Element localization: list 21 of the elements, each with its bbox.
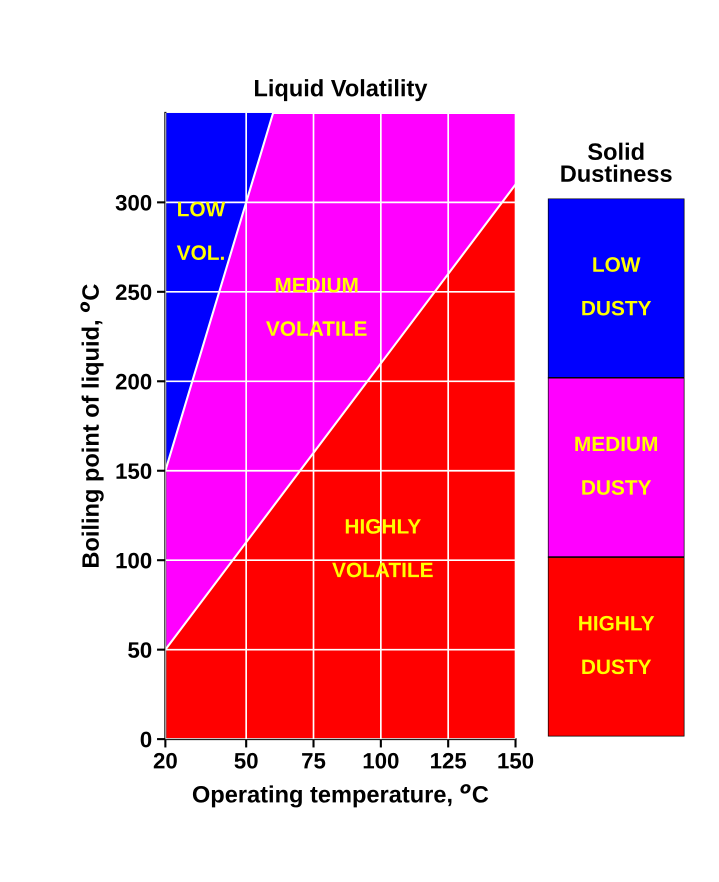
text: Solid Dustiness bbox=[561, 142, 672, 182]
x-tick-label: 50 bbox=[234, 752, 258, 769]
y-axis-title: Boiling point of liquid, $^{o}$C bbox=[80, 284, 104, 568]
y-tick-label: 200 bbox=[116, 374, 152, 390]
category-label: LOW DUSTY bbox=[582, 257, 652, 316]
x-tick-label: 125 bbox=[431, 752, 466, 769]
x-tick-label: 75 bbox=[302, 753, 326, 769]
chart-title: Liquid Volatility bbox=[255, 79, 428, 102]
text: LOW VOL. bbox=[176, 202, 226, 260]
category-label: HIGHLY DUSTY bbox=[579, 616, 654, 674]
x-tick-label: 20 bbox=[154, 752, 177, 769]
y-tick-label: 0 bbox=[140, 732, 152, 748]
y-tick-label: 250 bbox=[116, 284, 152, 300]
x-axis-title: Operating temperature, $^{o}$C bbox=[192, 784, 488, 808]
y-tick-label: 150 bbox=[116, 463, 152, 480]
category-label: MEDIUM DUSTY bbox=[575, 436, 658, 495]
y-tick-label: 100 bbox=[116, 552, 152, 568]
x-tick-label: 100 bbox=[364, 752, 398, 769]
y-tick-label: 300 bbox=[116, 194, 152, 211]
x-tick-label: 150 bbox=[498, 752, 534, 769]
y-tick-label: 50 bbox=[128, 642, 152, 658]
